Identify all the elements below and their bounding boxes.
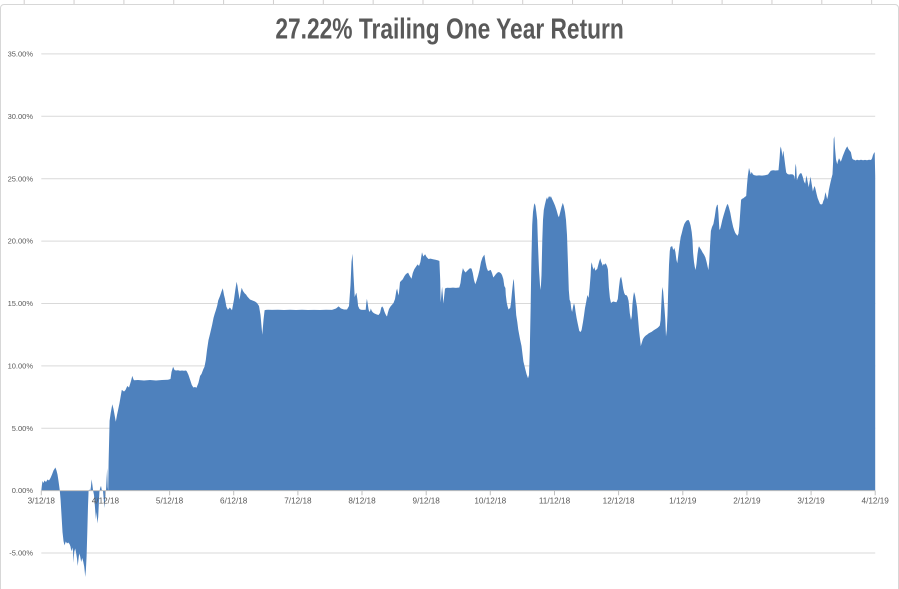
svg-text:3/12/19: 3/12/19 (797, 496, 825, 505)
svg-text:8/12/18: 8/12/18 (348, 496, 376, 505)
svg-text:20.00%: 20.00% (8, 237, 34, 246)
svg-text:0.00%: 0.00% (12, 486, 34, 495)
svg-text:10/12/18: 10/12/18 (474, 496, 506, 505)
svg-text:2/12/19: 2/12/19 (733, 496, 761, 505)
svg-text:7/12/18: 7/12/18 (284, 496, 312, 505)
svg-text:6/12/18: 6/12/18 (220, 496, 248, 505)
svg-text:27.22% Trailing One Year Retur: 27.22% Trailing One Year Return (275, 14, 623, 46)
svg-text:-5.00%: -5.00% (9, 549, 33, 558)
svg-text:9/12/18: 9/12/18 (413, 496, 441, 505)
svg-text:4/12/19: 4/12/19 (862, 496, 890, 505)
svg-text:5.00%: 5.00% (12, 424, 34, 433)
svg-text:15.00%: 15.00% (8, 299, 34, 308)
svg-text:35.00%: 35.00% (8, 50, 34, 59)
svg-text:5/12/18: 5/12/18 (156, 496, 184, 505)
svg-text:10.00%: 10.00% (8, 362, 34, 371)
svg-text:25.00%: 25.00% (8, 174, 34, 183)
svg-text:11/12/18: 11/12/18 (539, 496, 571, 505)
svg-text:30.00%: 30.00% (8, 112, 34, 121)
svg-text:1/12/19: 1/12/19 (669, 496, 697, 505)
svg-text:3/12/18: 3/12/18 (28, 496, 56, 505)
svg-text:12/12/18: 12/12/18 (603, 496, 635, 505)
svg-text:4/12/18: 4/12/18 (92, 496, 120, 505)
